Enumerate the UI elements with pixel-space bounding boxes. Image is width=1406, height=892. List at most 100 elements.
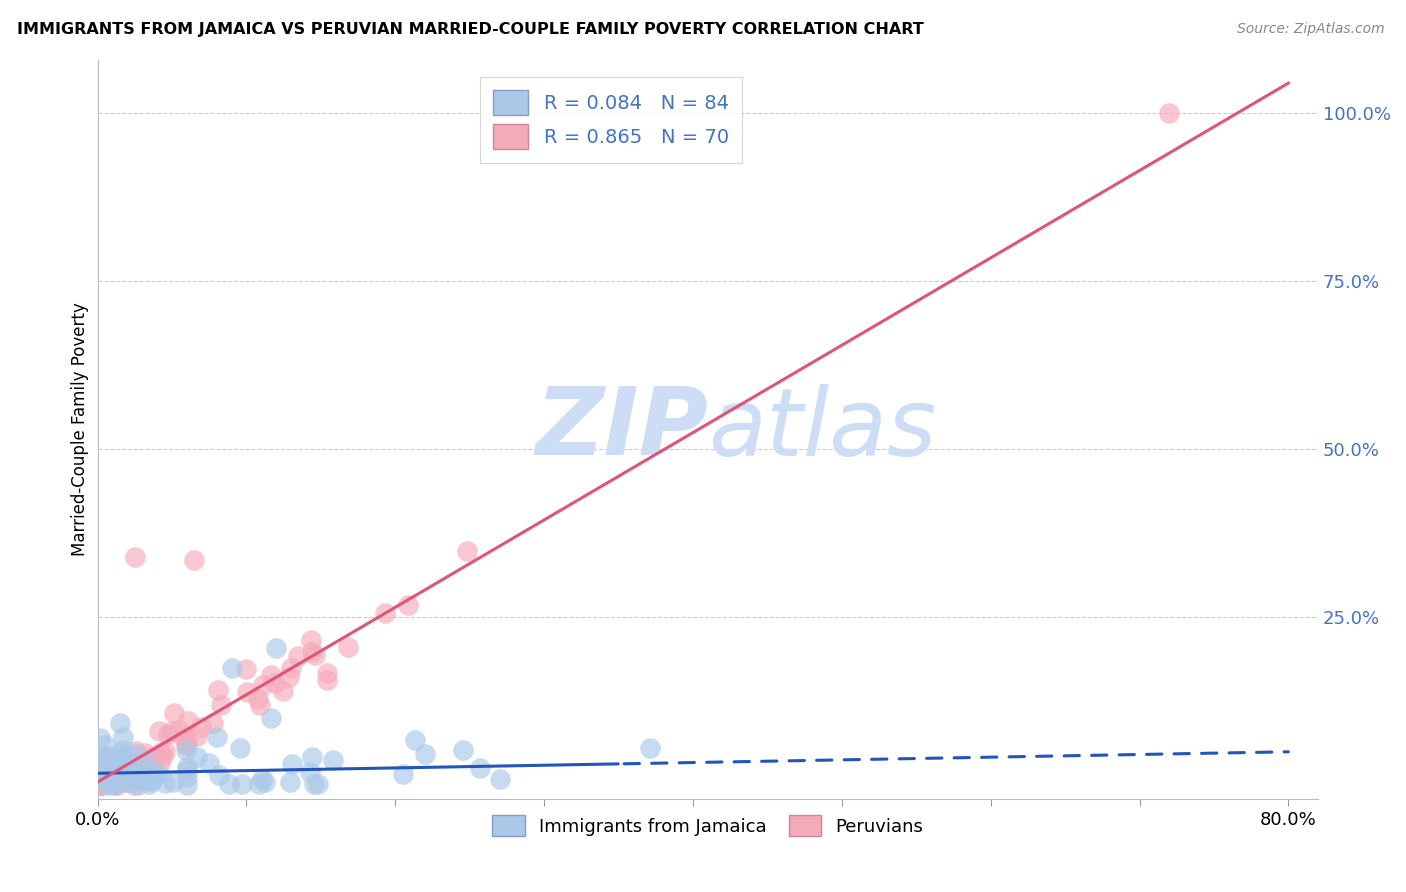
Point: [264, 640, 287, 655]
Point: [122, 761, 145, 775]
Point: [186, 749, 208, 764]
Point: [218, 777, 240, 791]
Point: [134, 772, 156, 787]
Point: [104, 751, 127, 765]
Point: [98, 775, 121, 789]
Point: [112, 751, 135, 765]
Point: [89, 778, 111, 792]
Point: [146, 767, 169, 781]
Point: [260, 668, 283, 682]
Point: [205, 731, 228, 745]
Point: [208, 768, 231, 782]
Point: [174, 738, 197, 752]
Point: [250, 772, 273, 786]
Point: [148, 723, 170, 738]
Point: [104, 776, 127, 790]
Y-axis label: Married-Couple Family Poverty: Married-Couple Family Poverty: [72, 302, 89, 556]
Point: [94, 748, 117, 763]
Point: [128, 772, 150, 787]
Point: [176, 732, 198, 747]
Point: [122, 778, 145, 792]
Point: [638, 741, 661, 756]
Point: [316, 673, 339, 687]
Point: [278, 775, 301, 789]
Point: [301, 645, 323, 659]
Point: [198, 756, 221, 770]
Point: [124, 747, 146, 761]
Point: [155, 775, 177, 789]
Point: [107, 758, 129, 772]
Text: atlas: atlas: [707, 384, 936, 475]
Point: [114, 769, 136, 783]
Point: [134, 764, 156, 779]
Point: [176, 760, 198, 774]
Point: [103, 772, 125, 787]
Point: [110, 756, 132, 771]
Point: [104, 751, 127, 765]
Point: [155, 744, 177, 758]
Point: [125, 744, 148, 758]
Point: [152, 749, 174, 764]
Point: [228, 741, 250, 756]
Point: [134, 746, 156, 760]
Point: [307, 777, 329, 791]
Point: [468, 761, 491, 775]
Point: [145, 749, 167, 764]
Point: [112, 750, 135, 764]
Point: [127, 778, 149, 792]
Point: [169, 723, 191, 738]
Point: [336, 640, 359, 654]
Point: [149, 756, 172, 771]
Point: [111, 773, 134, 788]
Point: [136, 774, 159, 789]
Text: IMMIGRANTS FROM JAMAICA VS PERUVIAN MARRIED-COUPLE FAMILY POVERTY CORRELATION CH: IMMIGRANTS FROM JAMAICA VS PERUVIAN MARR…: [17, 22, 924, 37]
Point: [451, 743, 474, 757]
Point: [91, 769, 114, 783]
Point: [129, 759, 152, 773]
Point: [278, 670, 301, 684]
Point: [121, 763, 143, 777]
Point: [105, 775, 128, 789]
Point: [209, 698, 232, 712]
Point: [89, 731, 111, 746]
Point: [157, 726, 180, 740]
Point: [174, 743, 197, 757]
Point: [90, 778, 112, 792]
Point: [280, 661, 302, 675]
Legend: Immigrants from Jamaica, Peruvians: Immigrants from Jamaica, Peruvians: [484, 806, 932, 846]
Point: [304, 648, 326, 662]
Point: [235, 662, 257, 676]
Point: [249, 777, 271, 791]
Point: [139, 751, 162, 765]
Point: [132, 760, 155, 774]
Point: [302, 777, 325, 791]
Point: [249, 698, 271, 713]
Point: [98, 753, 121, 767]
Point: [280, 757, 302, 772]
Point: [101, 774, 124, 789]
Point: [87, 778, 110, 792]
Point: [108, 768, 131, 782]
Point: [112, 743, 135, 757]
Point: [118, 775, 141, 789]
Point: [96, 749, 118, 764]
Point: [96, 777, 118, 791]
Point: [114, 768, 136, 782]
Point: [142, 765, 165, 780]
Point: [134, 753, 156, 767]
Point: [202, 716, 225, 731]
Point: [221, 661, 243, 675]
Point: [142, 750, 165, 764]
Point: [114, 775, 136, 789]
Point: [299, 764, 322, 779]
Point: [111, 773, 134, 788]
Point: [110, 763, 132, 777]
Point: [90, 772, 112, 786]
Point: [103, 760, 125, 774]
Point: [253, 774, 276, 789]
Point: [115, 759, 138, 773]
Point: [322, 752, 344, 766]
Point: [100, 764, 122, 778]
Point: [127, 765, 149, 780]
Point: [173, 731, 195, 745]
